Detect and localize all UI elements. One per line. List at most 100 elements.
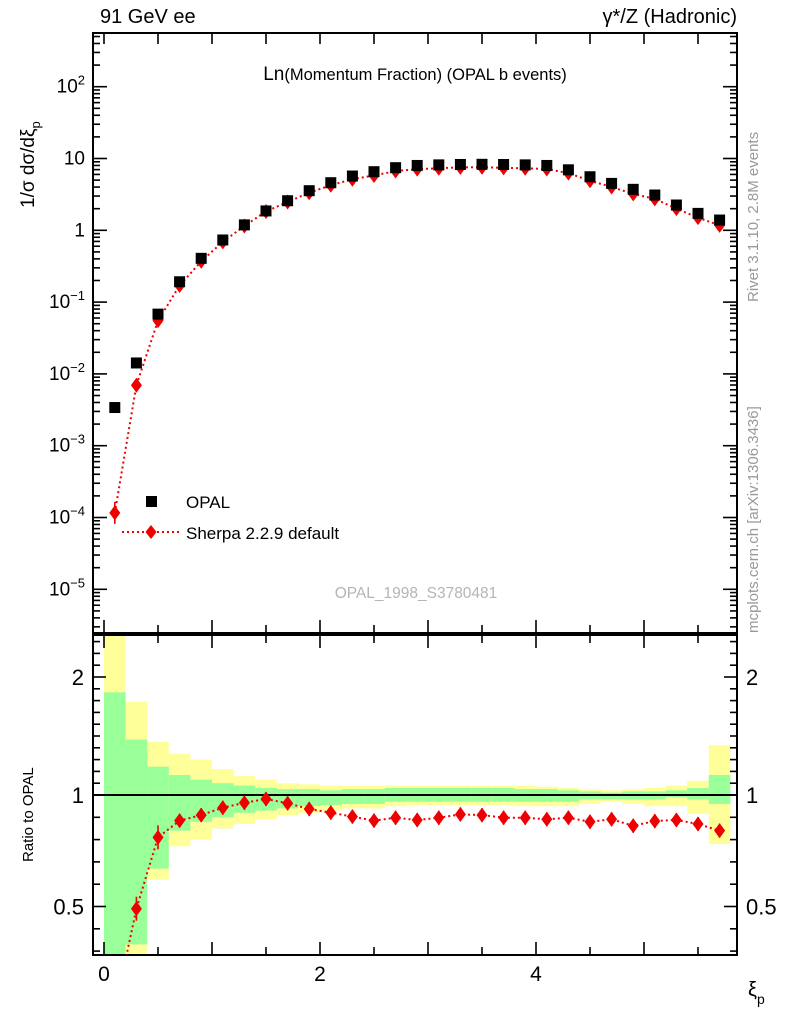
sherpa-ratio-point — [390, 810, 402, 826]
sherpa-ratio-point — [174, 813, 186, 829]
sherpa-ratio-point — [109, 1003, 120, 1018]
y-axis-label: 1/σ dσ/dξp — [18, 121, 43, 208]
y-tick-label: 1 — [74, 220, 85, 241]
opal-point — [411, 159, 423, 171]
plot-title: Ln(Momentum Fraction) (OPAL b events) — [263, 64, 567, 85]
opal-point — [519, 159, 531, 171]
header-left: 91 GeV ee — [100, 6, 196, 28]
sherpa-ratio-point — [260, 791, 272, 807]
opal-point — [109, 402, 121, 414]
band-inner-bin — [665, 790, 688, 798]
sherpa-ratio-point — [282, 795, 294, 811]
opal-point — [692, 207, 704, 219]
x-tick-label: 0 — [98, 963, 110, 986]
x-tick-label: 4 — [530, 963, 542, 986]
ratio-y-axis-label: Ratio to OPAL — [20, 767, 37, 862]
sherpa-ratio-point — [303, 801, 315, 817]
opal-point — [606, 177, 618, 189]
main-panel-frame — [92, 32, 738, 634]
legend-label-sherpa: Sherpa 2.2.9 default — [186, 524, 339, 543]
legend-label-opal: OPAL — [186, 493, 230, 512]
sherpa-ratio-point — [670, 812, 682, 828]
ratio-panel-series — [109, 791, 726, 1018]
band-inner-bin — [147, 766, 169, 869]
sherpa-ratio-point — [411, 812, 423, 828]
sherpa-point — [109, 505, 121, 521]
y-tick-label: 10−5 — [49, 575, 85, 600]
band-inner-bin — [708, 774, 731, 804]
opal-point — [130, 357, 142, 369]
opal-point — [282, 195, 294, 207]
sherpa-ratio-point — [627, 818, 639, 834]
sherpa-ratio-point — [541, 811, 553, 827]
sherpa-ratio-point — [325, 805, 337, 821]
sherpa-point — [130, 377, 142, 393]
sherpa-ratio-point — [584, 814, 596, 830]
sherpa-ratio-point — [606, 811, 618, 827]
ratio-tick-label-left: 1 — [72, 783, 84, 808]
opal-point — [649, 189, 661, 201]
legend-marker-opal — [146, 496, 157, 507]
opal-point — [541, 159, 553, 171]
band-inner-bin — [363, 789, 385, 804]
rivet-version-note: Rivet 3.1.10, 2.8M events — [745, 132, 762, 302]
legend: OPAL Sherpa 2.2.9 default — [122, 493, 339, 543]
sherpa-ratio-point — [130, 901, 142, 917]
main-panel-series — [109, 158, 726, 524]
opal-point — [433, 159, 445, 171]
sherpa-ratio-point — [562, 810, 574, 826]
sherpa-ratio-point — [454, 806, 466, 822]
band-inner-bin — [168, 774, 191, 831]
sherpa-ratio-point — [368, 813, 380, 829]
opal-point — [152, 308, 164, 320]
mcplots-arxiv-note: mcplots.cern.ch [arXiv:1306.3436] — [745, 406, 762, 633]
ratio-tick-label-left: 2 — [72, 665, 84, 690]
opal-point — [627, 183, 639, 195]
y-tick-label: 10−3 — [49, 432, 85, 457]
ratio-tick-label-right: 1 — [746, 783, 758, 808]
opal-point — [670, 199, 682, 211]
y-tick-label: 10 — [64, 149, 85, 170]
ratio-tick-label-right: 2 — [746, 665, 758, 690]
ratio-tick-label-left: 0.5 — [53, 895, 84, 920]
opal-point — [346, 170, 358, 182]
band-inner-bin — [320, 790, 342, 806]
band-inner-bin — [687, 787, 709, 800]
sherpa-ratio-point — [238, 795, 250, 811]
opal-point — [584, 171, 596, 183]
x-tick-label: 2 — [314, 963, 326, 986]
opal-point — [174, 276, 186, 288]
sherpa-ratio-point — [498, 810, 510, 826]
sherpa-ratio-point — [519, 810, 531, 826]
band-inner-bin — [190, 779, 212, 822]
opal-point — [260, 205, 272, 217]
header-right: γ*/Z (Hadronic) — [603, 6, 737, 28]
sherpa-ratio-point — [346, 809, 358, 825]
x-axis-label: ξp — [748, 979, 765, 1007]
sherpa-ratio-point — [714, 823, 726, 839]
opal-point — [714, 214, 726, 226]
sherpa-curve — [113, 166, 720, 514]
opal-point — [454, 158, 466, 170]
y-tick-label: 10−1 — [49, 288, 85, 313]
opal-point — [217, 234, 229, 246]
sherpa-ratio-point — [217, 800, 229, 816]
band-inner-bin — [341, 789, 364, 804]
analysis-watermark: OPAL_1998_S3780481 — [335, 585, 498, 602]
sherpa-ratio-point — [195, 807, 207, 823]
sherpa-ratio-point — [476, 807, 488, 823]
opal-point — [390, 162, 402, 174]
axes: 0 2 4 102 10 1 10−1 10−2 10−3 10−4 10−5 2 2 1 1 0.5 0.5 — [49, 32, 777, 986]
opal-point — [195, 252, 207, 264]
sherpa-ratio-curve — [125, 797, 720, 955]
sherpa-ratio-point — [649, 813, 661, 829]
y-tick-label: 102 — [57, 73, 85, 98]
band-inner-bin — [298, 789, 320, 807]
legend-marker-sherpa — [145, 525, 157, 539]
opal-point — [238, 219, 250, 231]
sherpa-ratio-point — [433, 810, 445, 826]
y-tick-label: 10−4 — [49, 504, 85, 529]
band-inner-bin — [600, 792, 623, 800]
